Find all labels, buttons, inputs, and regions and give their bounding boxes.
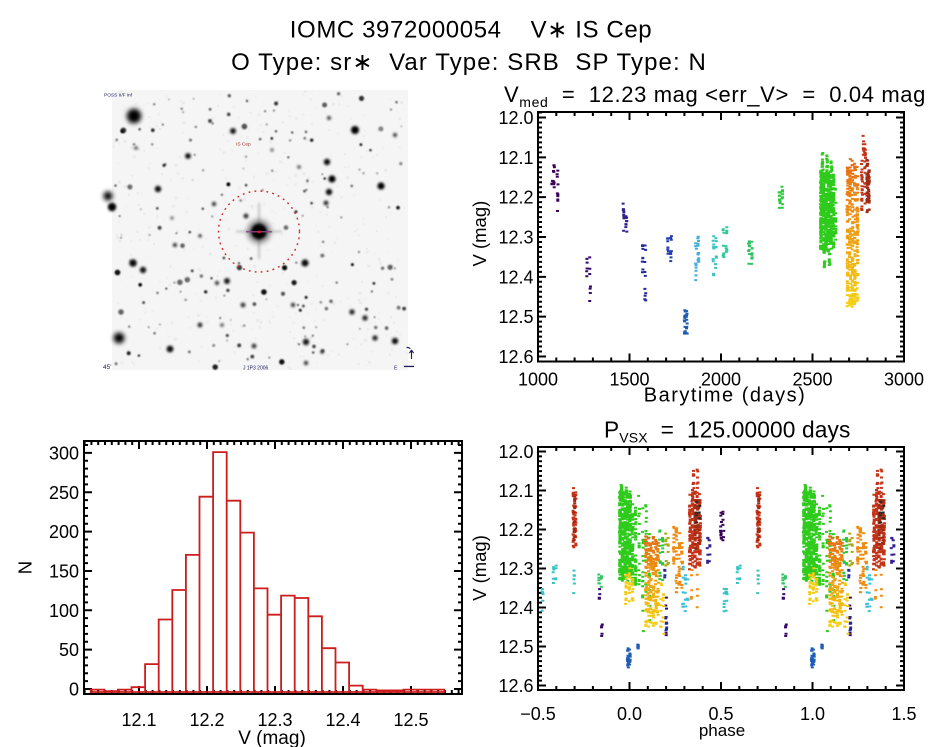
- svg-text:12.2: 12.2: [498, 520, 533, 540]
- svg-text:12.6: 12.6: [498, 347, 533, 367]
- svg-text:12.3: 12.3: [498, 227, 533, 247]
- svg-text:300: 300: [49, 443, 79, 463]
- svg-text:1500: 1500: [609, 370, 649, 390]
- svg-text:E: E: [394, 366, 398, 372]
- svg-text:12.4: 12.4: [498, 598, 533, 618]
- svg-text:phase: phase: [699, 721, 745, 740]
- svg-text:V (mag): V (mag): [469, 201, 490, 267]
- svg-text:12.6: 12.6: [498, 676, 533, 696]
- svg-text:−0.5: −0.5: [520, 704, 556, 724]
- svg-text:V (mag): V (mag): [469, 535, 490, 601]
- svg-text:N: N: [15, 561, 36, 574]
- svg-text:12.2: 12.2: [189, 710, 224, 730]
- svg-text:12.4: 12.4: [498, 267, 533, 287]
- svg-text:12.0: 12.0: [498, 442, 533, 462]
- svg-text:12.2: 12.2: [498, 188, 533, 208]
- svg-text:12.1: 12.1: [121, 710, 156, 730]
- svg-text:Barytime (days): Barytime (days): [644, 385, 807, 407]
- svg-text:1.5: 1.5: [891, 704, 916, 724]
- svg-text:IS Cep: IS Cep: [236, 142, 251, 148]
- svg-text:O Type: sr∗ Var Type: SRB SP: O Type: sr∗ Var Type: SRB SP Type: N: [231, 49, 707, 76]
- svg-text:J 1P3 2006: J 1P3 2006: [243, 366, 269, 372]
- svg-text:2000: 2000: [701, 370, 741, 390]
- svg-text:150: 150: [49, 561, 79, 581]
- svg-text:0: 0: [69, 680, 79, 700]
- svg-text:Vmed = 12.23 mag <err_V> =: Vmed = 12.23 mag <err_V> = 0.04 mag: [504, 82, 926, 110]
- svg-text:12.5: 12.5: [498, 637, 533, 657]
- svg-text:IOMC 3972000054 V∗ IS Cep: IOMC 3972000054 V∗ IS Cep: [290, 17, 652, 44]
- svg-text:12.1: 12.1: [498, 481, 533, 501]
- svg-text:0.5: 0.5: [708, 704, 733, 724]
- svg-text:12.5: 12.5: [498, 307, 533, 327]
- svg-text:V (mag): V (mag): [238, 728, 306, 747]
- svg-text:12.0: 12.0: [498, 108, 533, 128]
- svg-text:1.0: 1.0: [800, 704, 825, 724]
- svg-text:50: 50: [59, 640, 79, 660]
- svg-text:POSS II/F inf: POSS II/F inf: [104, 93, 133, 99]
- svg-text:12.5: 12.5: [393, 710, 428, 730]
- svg-text:3000: 3000: [884, 370, 924, 390]
- svg-text:2500: 2500: [792, 370, 832, 390]
- svg-text:0.0: 0.0: [617, 704, 642, 724]
- svg-text:250: 250: [49, 483, 79, 503]
- svg-text:100: 100: [49, 601, 79, 621]
- svg-text:200: 200: [49, 522, 79, 542]
- svg-text:12.1: 12.1: [498, 148, 533, 168]
- svg-text:12.3: 12.3: [498, 559, 533, 579]
- svg-text:45': 45': [103, 364, 111, 371]
- svg-text:1000: 1000: [518, 370, 558, 390]
- svg-text:12.4: 12.4: [325, 710, 360, 730]
- svg-text:12.3: 12.3: [257, 710, 292, 730]
- svg-text:PVSX = 125.00000 days: PVSX = 125.00000 days: [604, 417, 851, 446]
